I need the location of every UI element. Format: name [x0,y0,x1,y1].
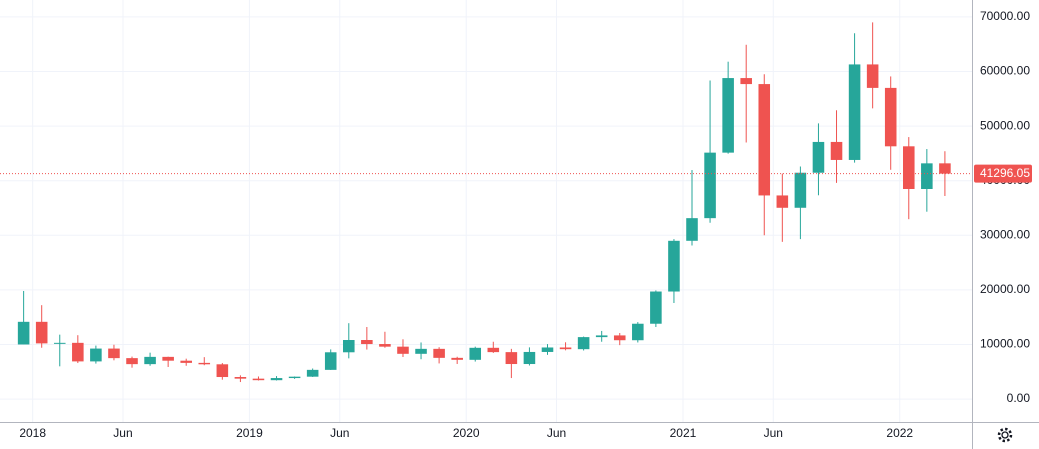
candle-body [794,172,807,208]
gear-teeth [997,427,1013,443]
candle-body [541,347,554,352]
grid [0,0,972,422]
candle-body [126,358,138,365]
candle-body [361,340,373,345]
candle-body [704,152,716,219]
x-tick-label: Jun [330,426,349,440]
candle-body [632,323,644,341]
candle-body [53,342,66,344]
candle-body [848,64,861,160]
candle-body [884,87,897,147]
candle-body [234,377,247,379]
candle-body [397,346,409,354]
candle-body [487,347,500,353]
candle-body [722,78,734,153]
candle-body [343,340,355,353]
candle-body [758,84,771,196]
y-tick-label: 10000.00 [980,337,1030,351]
candle-body [595,335,608,338]
candle-body [379,344,391,347]
candle-body [288,376,301,379]
candle-body [523,351,536,365]
last-price-label: 41296.05 [980,166,1030,180]
candle-body [306,369,319,377]
candle-body [577,337,590,350]
candle-body [776,195,789,208]
y-tick-label: 70000.00 [980,9,1030,23]
candle-body [650,291,662,324]
plot [0,22,972,383]
candle-body [180,360,192,363]
candle-body [433,348,445,358]
axes: 0.0010000.0020000.0030000.0040000.005000… [19,9,1032,440]
gear-center [1001,431,1009,439]
y-tick-label: 50000.00 [980,118,1030,132]
x-tick-label: 2021 [670,426,697,440]
y-tick-label: 20000.00 [980,282,1030,296]
candle-body [72,342,84,362]
candle-body [939,163,951,174]
x-tick-label: 2019 [236,426,263,440]
candle-body [866,64,879,88]
candle-body [613,335,626,341]
candle-body [451,357,463,360]
candle-body [90,348,102,362]
x-tick-label: Jun [764,426,783,440]
candle-body [668,240,680,292]
candle-body [469,347,482,360]
candle-body [17,321,30,345]
candle-body [144,356,156,365]
candle-body [902,146,915,189]
candle-body [921,163,933,189]
candle-body [830,141,843,160]
x-tick-label: 2020 [453,426,480,440]
x-tick-label: 2022 [886,426,913,440]
candle-body [216,364,229,378]
candle-body [559,347,572,350]
candle-body [686,218,698,241]
candle-body [740,78,752,85]
candle-body [108,348,120,359]
candle-body [35,321,48,344]
candle-body [198,362,211,365]
candle-body [270,378,283,381]
y-tick-label: 0.00 [1007,391,1031,405]
candle-body [162,356,174,361]
candle-body [415,348,427,354]
candle-body [812,141,825,173]
candle-body [505,352,518,365]
x-tick-label: Jun [113,426,132,440]
settings-icon[interactable] [997,427,1013,443]
candle-body [252,378,265,381]
candle-body [324,352,337,370]
y-tick-label: 30000.00 [980,227,1030,241]
last-price-badge [974,164,1032,183]
x-tick-label: Jun [547,426,566,440]
x-tick-label: 2018 [19,426,46,440]
y-tick-label: 60000.00 [980,64,1030,78]
